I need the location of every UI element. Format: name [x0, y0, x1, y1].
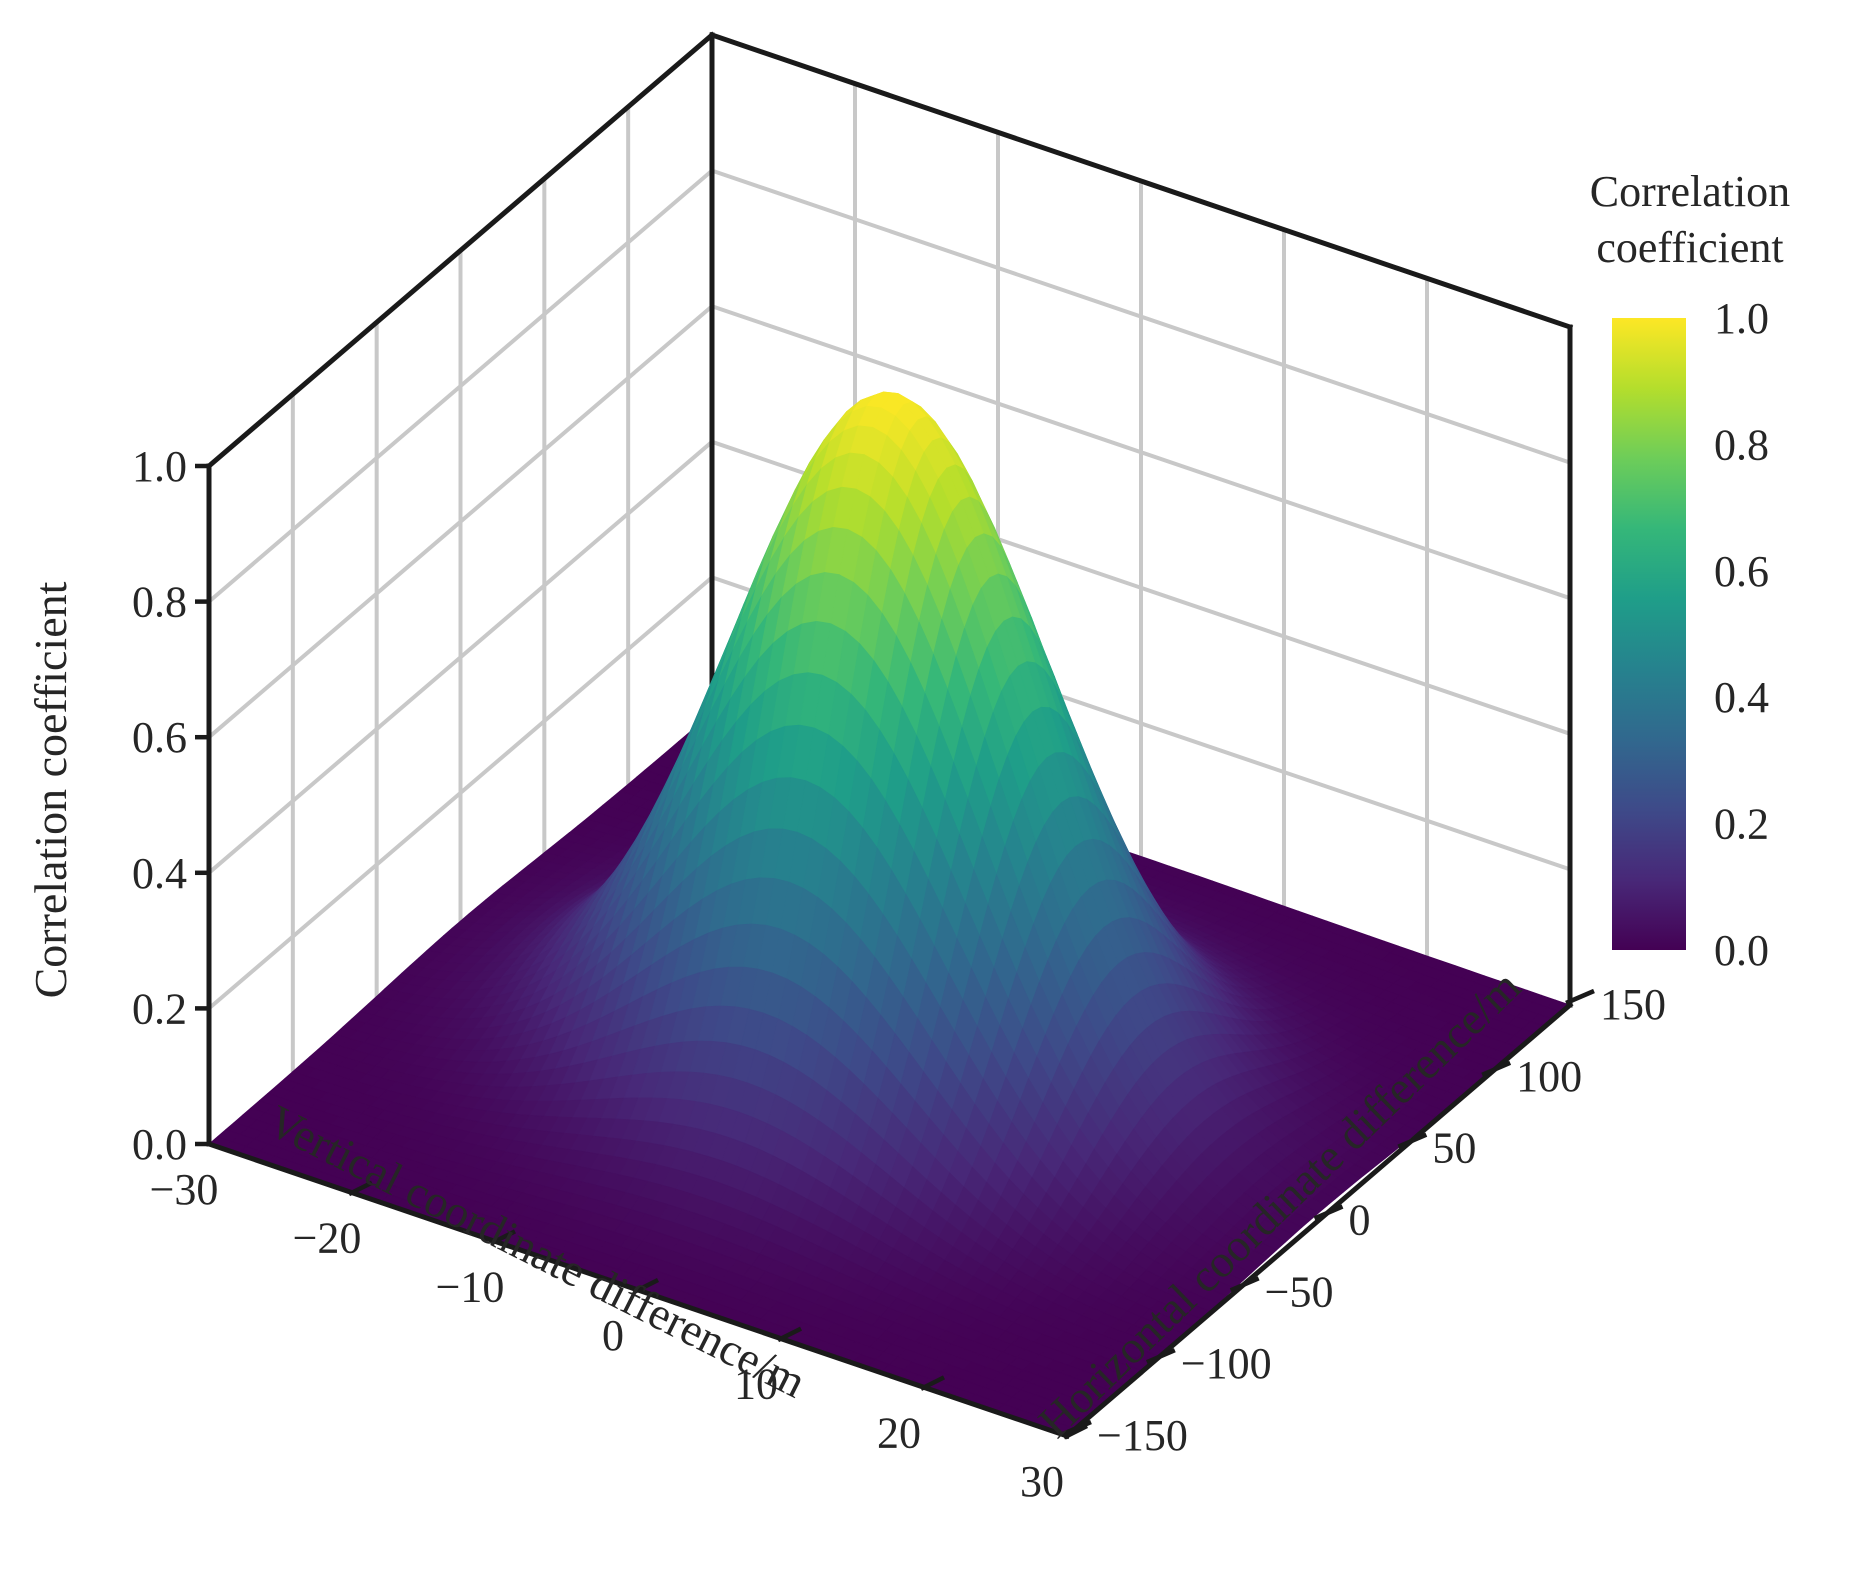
surface	[208, 391, 1571, 1437]
x-tick-label: −30	[150, 1165, 219, 1214]
colorbar-gradient	[1612, 318, 1686, 950]
x-tick-mark	[1062, 1423, 1089, 1440]
y-tick-mark	[1313, 1204, 1344, 1221]
colorbar-tick-label: 1.0	[1714, 294, 1769, 343]
x-tick-mark	[347, 1180, 374, 1197]
x-tick-mark	[633, 1277, 660, 1294]
x-tick-mark	[776, 1326, 803, 1343]
x-tick-label: 0	[602, 1311, 624, 1360]
colorbar: Correlation coefficient 0.0 0.2 0.4 0.6 0.8 1…	[1590, 167, 1790, 975]
y-tick-mark	[1145, 1348, 1176, 1365]
y-tick-label: 100	[1516, 1052, 1582, 1101]
x-tick-label: 20	[877, 1408, 921, 1457]
z-tick-label: 0.0	[132, 1120, 187, 1169]
y-tick-mark	[1481, 1060, 1512, 1077]
axes	[205, 31, 1574, 1147]
colorbar-tick-label: 0.6	[1714, 547, 1769, 596]
y-tick-label: 0	[1349, 1196, 1371, 1245]
y-tick-mark	[1229, 1276, 1260, 1293]
colorbar-tick-label: 0.8	[1714, 420, 1769, 469]
colorbar-title-line-2: coefficient	[1596, 223, 1783, 272]
x-tick-label: −10	[436, 1262, 505, 1311]
x-tick-label: 30	[1020, 1457, 1064, 1506]
y-tick-label: −150	[1097, 1411, 1188, 1460]
colorbar-title-line-1: Correlation	[1590, 167, 1790, 216]
colorbar-tick-label: 0.2	[1714, 800, 1769, 849]
colorbar-tick-label: 0.4	[1714, 673, 1769, 722]
x-tick-mark	[919, 1375, 946, 1391]
y-tick-mark	[1062, 1419, 1092, 1437]
z-tick-label: 1.0	[132, 442, 187, 491]
x-tick-label: 10	[734, 1360, 778, 1409]
y-tick-label: 150	[1600, 980, 1666, 1029]
back-top-right-edge	[708, 31, 1574, 331]
z-tick-label: 0.6	[132, 713, 187, 762]
y-tick-label: 50	[1432, 1124, 1476, 1173]
ticks: 0.00.20.40.60.81.0−30−20−100102030−150−1…	[132, 442, 1666, 1506]
z-axis-label: Correlation coefficient	[25, 581, 76, 998]
z-tick-label: 0.2	[132, 984, 187, 1033]
z-tick-label: 0.8	[132, 578, 187, 627]
colorbar-ticks: 0.0 0.2 0.4 0.6 0.8 1.0	[1714, 294, 1769, 975]
back-top-left-edge	[205, 31, 716, 470]
x-tick-mark	[490, 1229, 517, 1245]
x-tick-label: −20	[293, 1214, 362, 1263]
y-tick-label: −50	[1265, 1267, 1334, 1316]
colorbar-tick-label: 0.0	[1714, 926, 1769, 975]
z-tick-label: 0.4	[132, 849, 187, 898]
y-tick-label: −100	[1181, 1339, 1272, 1388]
y-tick-mark	[1397, 1132, 1428, 1149]
y-axis-line	[1063, 1001, 1574, 1440]
y-tick-mark	[1565, 988, 1595, 1006]
